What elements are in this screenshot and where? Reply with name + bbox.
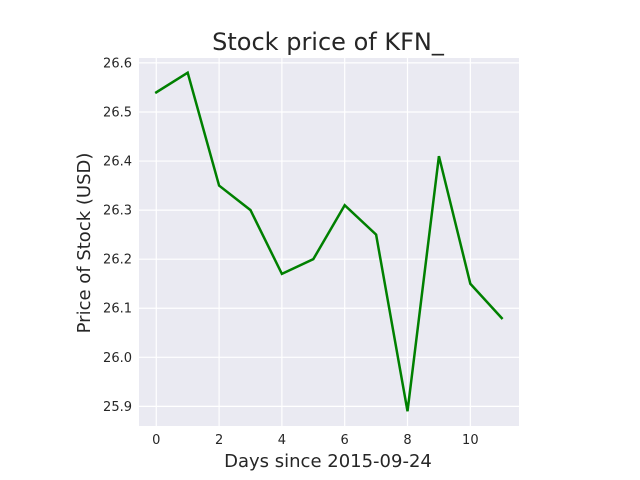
x-tick-label: 6 [341, 433, 349, 448]
x-tick-label: 8 [403, 433, 411, 448]
series-layer [154, 70, 504, 412]
y-tick-label: 26.1 [103, 302, 132, 317]
y-tick-label: 26.0 [103, 351, 132, 366]
x-tick-labels: 0 2 4 6 8 10 [152, 433, 478, 448]
y-tick-label: 26.5 [103, 105, 132, 120]
chart-title: Stock price of KFN_ [212, 28, 445, 56]
y-tick-label: 26.4 [103, 155, 132, 170]
y-tick-label: 26.6 [103, 56, 132, 71]
x-axis-label: Days since 2015-09-24 [224, 451, 432, 472]
y-axis-label: Price of Stock (USD) [74, 153, 95, 334]
x-tick-label: 10 [462, 433, 479, 448]
y-tick-labels: 25.9 26.0 26.1 26.2 26.3 26.4 26.5 26.6 [103, 56, 132, 414]
x-tick-label: 2 [215, 433, 223, 448]
series-line [154, 70, 504, 412]
y-tick-label: 26.3 [103, 204, 132, 219]
plot-area [139, 58, 519, 426]
grid-lines [139, 58, 519, 426]
x-tick-label: 4 [278, 433, 286, 448]
y-tick-label: 25.9 [103, 400, 132, 415]
y-tick-label: 26.2 [103, 253, 132, 268]
x-tick-label: 0 [152, 433, 160, 448]
